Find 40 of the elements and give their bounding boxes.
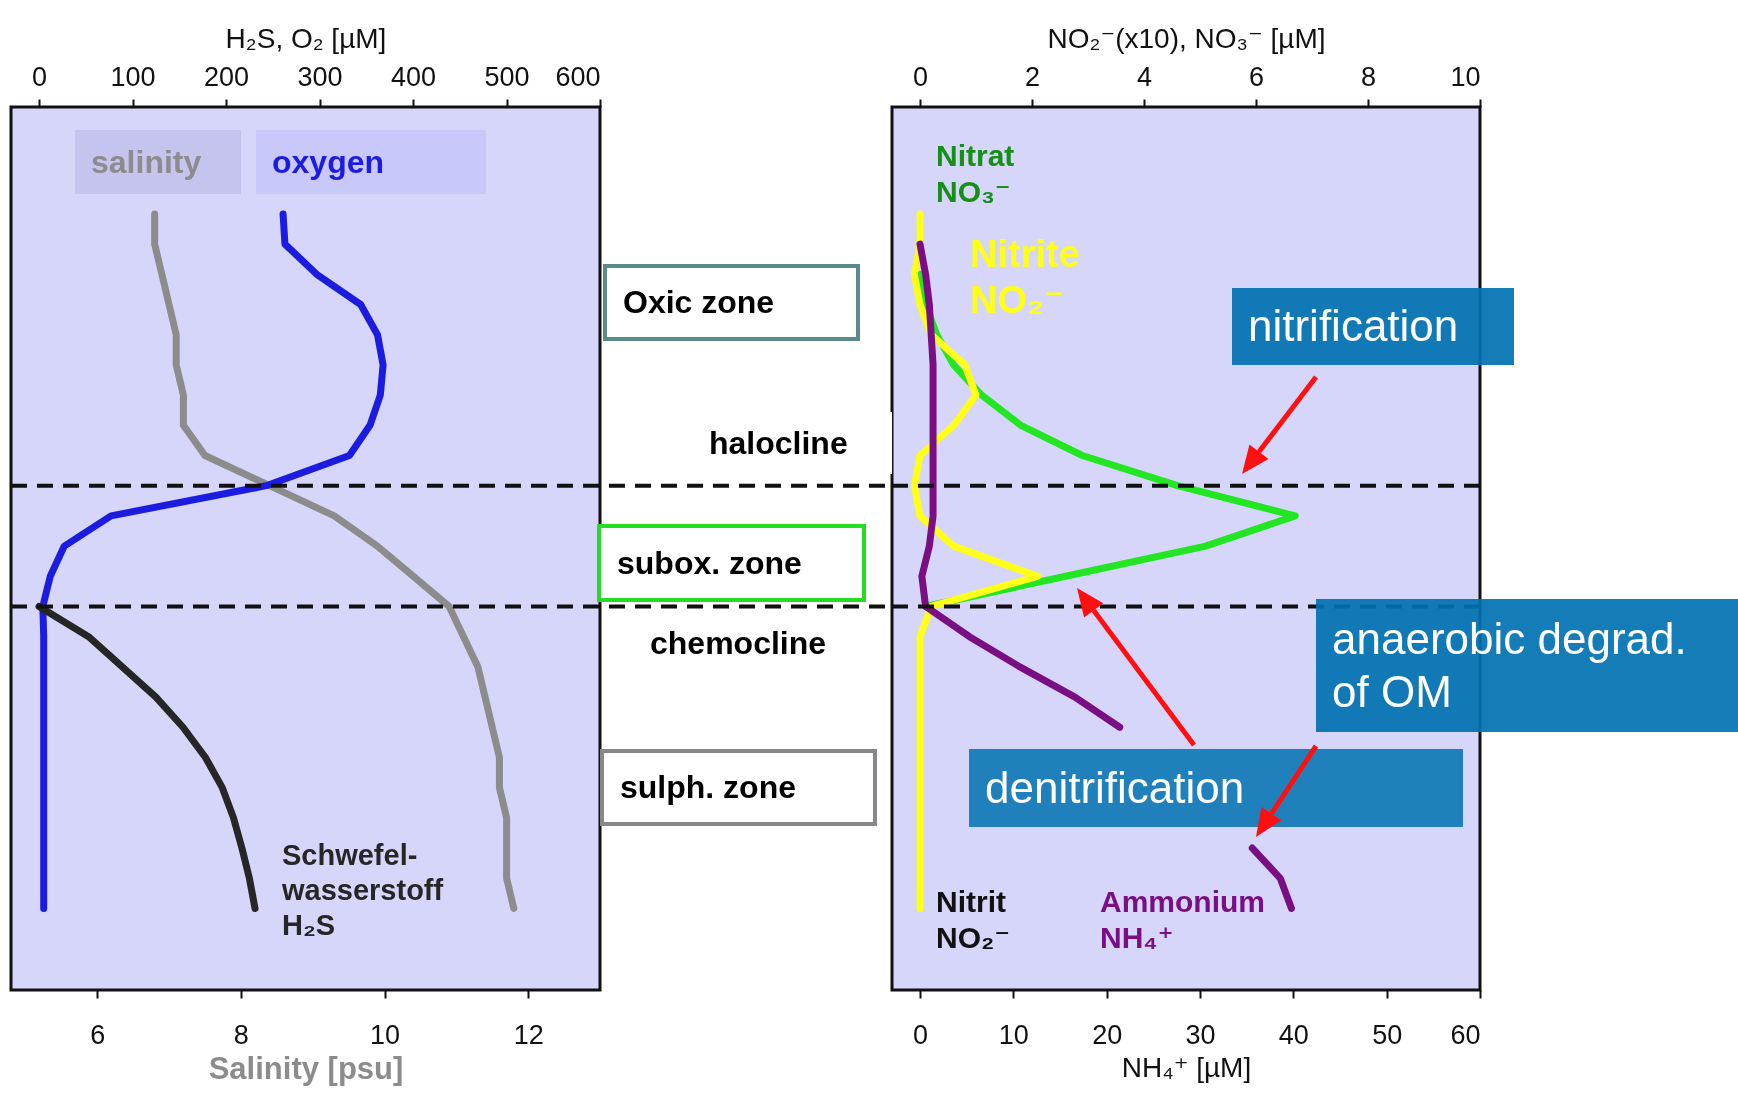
x2-axis-title: NO₂⁻(x10), NO₃⁻ [µM] [1047, 22, 1326, 54]
x-tick-label: 8 [233, 1019, 249, 1050]
x-tick-label: 10 [369, 1019, 401, 1050]
text: halocline [693, 412, 892, 474]
x2-tick-label: 300 [297, 61, 343, 92]
x-tick-label: 12 [513, 1019, 544, 1050]
text: Oxic zone [603, 264, 860, 341]
x2-tick-label: 500 [484, 61, 530, 92]
x-tick-label: 30 [1185, 1019, 1216, 1050]
series-label: salinity [75, 130, 241, 194]
series-label: Schwefel- wasserstoff H₂S [282, 838, 444, 943]
x2-tick-label: 0 [912, 61, 929, 92]
x2-axis-title: H₂S, O₂ [µM] [225, 22, 387, 54]
x-tick-label: 10 [998, 1019, 1029, 1050]
series-label: Nitrite NO₂⁻ [970, 232, 1080, 323]
text: chemocline [634, 615, 881, 671]
x-tick-label: 20 [1092, 1019, 1123, 1050]
x2-tick-label: 400 [390, 61, 437, 92]
x-axis-title: Salinity [psu] [208, 1050, 404, 1086]
x2-tick-label: 100 [110, 61, 156, 92]
x-tick-label: 6 [90, 1019, 106, 1050]
x2-tick-label: 8 [1360, 61, 1377, 92]
series-label: Ammonium NH₄⁺ [1100, 884, 1265, 956]
x2-tick-label: 10 [1450, 61, 1481, 92]
x-tick-label: 40 [1278, 1019, 1309, 1050]
text: Nitrat NO₃⁻ [936, 138, 1015, 210]
x2-tick-label: 6 [1248, 61, 1265, 92]
x2-tick-label: 2 [1024, 61, 1041, 92]
x-tick-label: 50 [1372, 1019, 1403, 1050]
x2-tick-label: 200 [204, 61, 250, 92]
annotation: Nitrit NO₂⁻ [936, 884, 1011, 956]
x2-tick-label: 4 [1136, 61, 1153, 92]
text: subox. zone [597, 524, 866, 602]
x-tick-label: 0 [912, 1019, 929, 1050]
text: sulph. zone [600, 749, 877, 826]
x-axis-title: NH₄⁺ [µM] [1121, 1051, 1252, 1083]
x-tick-label: 60 [1450, 1019, 1481, 1050]
series-label: oxygen [256, 130, 486, 194]
x2-tick-label: 0 [32, 61, 48, 92]
x2-tick-label: 600 [555, 61, 601, 92]
